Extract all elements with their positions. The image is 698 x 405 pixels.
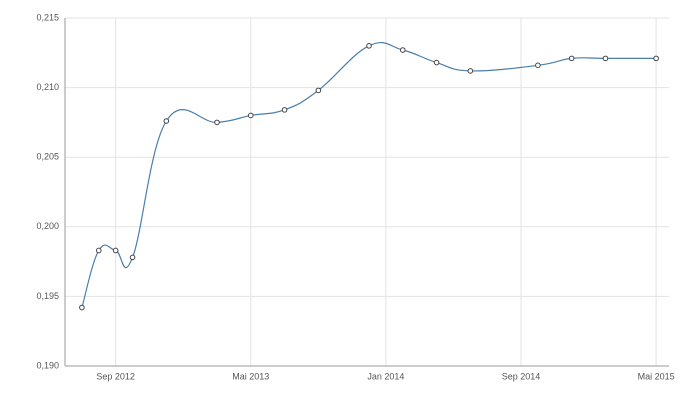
point xyxy=(366,43,372,49)
point xyxy=(568,55,575,62)
point xyxy=(433,59,440,66)
point xyxy=(281,107,288,113)
point xyxy=(95,247,102,254)
x-tick-label: Sep 2014 xyxy=(502,371,541,381)
point xyxy=(129,254,136,261)
y-tick-label: 0,195 xyxy=(36,291,59,301)
point xyxy=(602,55,609,62)
x-tick-label: Mai 2013 xyxy=(232,371,269,381)
y-tick-label: 0,200 xyxy=(36,221,59,231)
x-tick-label: Mai 2015 xyxy=(638,371,675,381)
point xyxy=(214,119,220,126)
y-tick-label: 0,215 xyxy=(36,12,59,22)
x-tick-label: Sep 2012 xyxy=(96,371,135,381)
point xyxy=(653,55,659,62)
point xyxy=(112,247,119,254)
point xyxy=(399,47,406,53)
point xyxy=(467,68,474,74)
line xyxy=(81,42,657,308)
point xyxy=(163,118,170,124)
y-tick-label: 0,210 xyxy=(36,82,59,92)
point xyxy=(247,112,254,119)
point xyxy=(315,87,322,94)
y-tick-label: 0,205 xyxy=(36,152,59,162)
y-tick-label: 0,190 xyxy=(36,360,59,370)
point xyxy=(535,62,541,69)
x-tick-label: Jan 2014 xyxy=(367,371,404,381)
point xyxy=(79,304,85,311)
